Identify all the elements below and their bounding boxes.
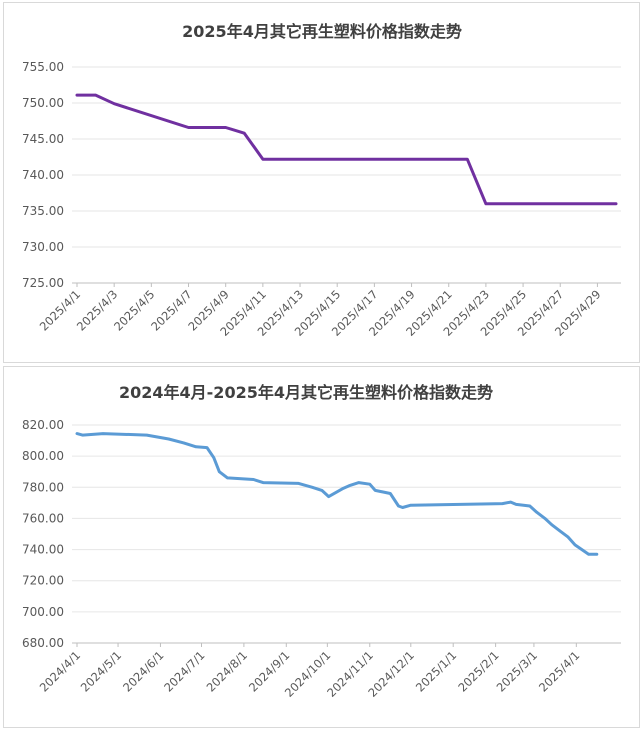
data-point [311, 486, 314, 489]
data-point [205, 446, 209, 449]
data-point [101, 432, 105, 435]
data-point [112, 102, 116, 105]
data-point [81, 433, 84, 437]
data-point [509, 500, 512, 504]
x-tick-label: 2024/6/1 [120, 648, 166, 694]
y-tick-label: 750.00 [22, 96, 64, 110]
data-point [558, 529, 562, 533]
data-point [243, 132, 246, 135]
data-point [218, 470, 221, 473]
y-tick-label: 755.00 [22, 60, 64, 74]
data-point [484, 202, 488, 205]
x-tick-label: 2025/1/1 [413, 648, 459, 694]
data-point [466, 157, 469, 161]
x-tick-label: 2025/3/1 [494, 648, 540, 694]
data-point [595, 553, 599, 556]
x-tick-label: 2025/4/1 [536, 648, 582, 694]
y-tick-label: 720.00 [22, 574, 64, 588]
chart-title: 2025年4月其它再生塑料价格指数走势 [182, 22, 462, 41]
y-tick-label: 780.00 [22, 480, 64, 494]
x-tick-label: 2025/2/1 [455, 648, 501, 694]
data-point [397, 504, 400, 508]
chart-apr2024-apr2025: 2024年4月-2025年4月其它再生塑料价格指数走势 680.00 700.00… [22, 383, 621, 700]
y-tick-label: 820.00 [22, 418, 64, 432]
data-point [587, 553, 590, 556]
x-tick-label: 2024/4/1 [37, 648, 83, 694]
data-point [320, 489, 324, 492]
data-point [573, 543, 577, 547]
data-point [528, 504, 532, 508]
data-point [566, 535, 570, 539]
data-point [535, 511, 538, 514]
y-tick-label: 740.00 [22, 168, 64, 182]
data-point [374, 489, 377, 492]
y-tick-label: 700.00 [22, 605, 64, 619]
data-point [205, 126, 209, 129]
data-point [94, 93, 97, 97]
data-point [167, 437, 170, 441]
data-point [261, 481, 265, 484]
y-tick-label: 760.00 [22, 511, 64, 525]
chart-panel-april-2025: 2025年4月其它再生塑料价格指数走势 725.00 730.00 735.00 74… [3, 2, 640, 363]
y-tick-label: 730.00 [22, 240, 64, 254]
data-point [194, 445, 198, 448]
data-point [75, 93, 79, 97]
data-point [348, 484, 351, 487]
data-point [145, 433, 148, 437]
x-tick-label: 2024/7/1 [161, 648, 207, 694]
chart-panel-apr2024-apr2025: 2024年4月-2025年4月其它再生塑料价格指数走势 680.00 700.00… [3, 366, 640, 728]
data-point [327, 495, 330, 498]
data-point [226, 476, 229, 480]
x-tick-label: 2024/8/1 [204, 648, 250, 694]
data-point [357, 481, 361, 484]
y-tick-label: 680.00 [22, 636, 64, 650]
data-point [252, 478, 255, 481]
data-point [514, 503, 518, 506]
data-point [409, 503, 412, 507]
x-tick-label: 2024/5/1 [78, 648, 124, 694]
data-point [224, 126, 227, 129]
data-point [614, 202, 618, 205]
y-tick-label: 800.00 [22, 449, 64, 463]
y-tick-label: 735.00 [22, 204, 64, 218]
data-point [187, 126, 190, 129]
data-point [401, 506, 404, 509]
data-point [261, 157, 265, 161]
y-tick-label: 740.00 [22, 543, 64, 557]
data-point [501, 502, 504, 505]
data-point [368, 482, 371, 486]
data-point [182, 441, 185, 445]
y-tick-label: 725.00 [22, 276, 64, 290]
data-point [75, 432, 79, 435]
data-point [389, 492, 392, 495]
y-tick-label: 745.00 [22, 132, 64, 146]
chart-april-2025: 2025年4月其它再生塑料价格指数走势 725.00 730.00 735.00 74… [22, 22, 621, 339]
data-point [341, 487, 344, 491]
series-line [75, 93, 618, 206]
chart-title: 2024年4月-2025年4月其它再生塑料价格指数走势 [119, 383, 493, 402]
data-point [447, 157, 450, 161]
data-point [543, 517, 547, 520]
series-line [75, 432, 599, 556]
data-point [297, 482, 300, 485]
data-point [550, 523, 553, 526]
data-point [212, 456, 216, 459]
